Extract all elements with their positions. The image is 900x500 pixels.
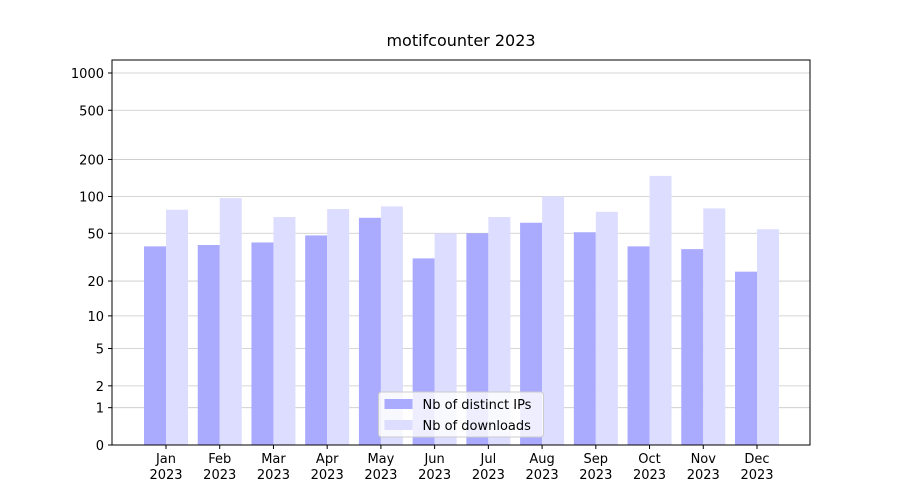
bar	[166, 209, 188, 445]
y-tick-label: 0	[96, 439, 104, 454]
x-tick-label: Sep 2023	[579, 452, 613, 483]
bar	[251, 242, 274, 445]
y-tick-label: 100	[79, 190, 104, 205]
y-tick-label: 2	[96, 380, 104, 395]
y-tick-label: 50	[87, 227, 104, 242]
x-tick-label: Dec 2023	[740, 452, 774, 483]
x-tick-label: Feb 2023	[203, 452, 237, 483]
bar	[757, 229, 779, 445]
plot-frame	[111, 59, 811, 446]
bar	[627, 246, 650, 445]
legend-swatch	[384, 399, 413, 409]
y-tick-label: 500	[79, 104, 104, 119]
y-tick-label: 10	[87, 310, 104, 325]
x-tick-label: Apr 2023	[310, 452, 344, 483]
bar	[305, 235, 328, 445]
bar	[595, 211, 618, 445]
bar	[573, 232, 596, 445]
y-tick-label: 20	[87, 275, 104, 290]
x-tick-label: Jul 2023	[471, 452, 505, 483]
legend-label: Nb of distinct IPs	[423, 398, 532, 413]
bar	[488, 217, 511, 445]
bar	[358, 217, 381, 445]
legend-swatch	[384, 420, 413, 430]
legend-label: Nb of downloads	[423, 419, 532, 434]
bar	[542, 196, 565, 445]
bar	[197, 245, 220, 445]
x-tick-label: Oct 2023	[632, 452, 667, 483]
chart-title: motifcounter 2023	[386, 31, 535, 50]
x-tick-label: Jan 2023	[149, 452, 183, 483]
bar	[327, 209, 350, 445]
legend: Nb of distinct IPs Nb of downloads	[378, 391, 544, 438]
bar	[380, 206, 403, 445]
bar	[144, 246, 166, 445]
bar	[273, 217, 296, 445]
x-tick-label: Nov 2023	[686, 452, 720, 483]
bar	[520, 222, 543, 445]
y-tick-label: 200	[79, 153, 104, 168]
bar	[703, 208, 726, 445]
x-tick-label: May 2023	[364, 452, 398, 483]
bar	[681, 249, 704, 445]
x-tick-label: Aug 2023	[525, 452, 559, 483]
x-tick-label: Jun 2023	[418, 452, 452, 483]
y-tick-label: 1000	[71, 67, 104, 82]
bar	[735, 271, 757, 445]
bar	[649, 175, 672, 446]
legend-box	[378, 391, 544, 438]
x-tick-label: Mar 2023	[256, 452, 290, 483]
y-tick-label: 5	[96, 343, 104, 358]
y-tick-label: 1	[96, 402, 104, 417]
bar	[219, 198, 242, 445]
